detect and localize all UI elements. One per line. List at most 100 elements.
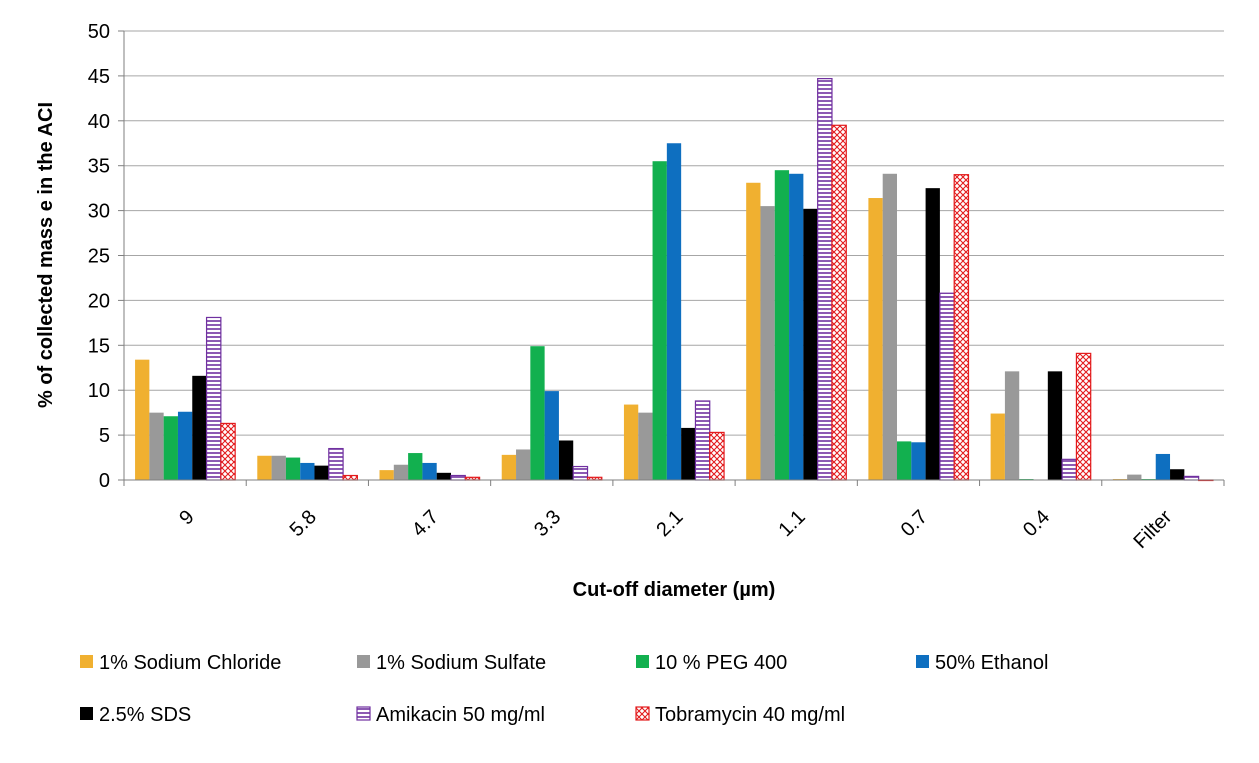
bar — [257, 455, 272, 480]
bar — [1061, 458, 1078, 481]
legend-item: Amikacin 50 mg/ml — [356, 704, 545, 726]
y-tick-label: 35 — [88, 156, 110, 178]
y-tick-label: 0 — [99, 470, 110, 492]
x-tick-label: 3.3 — [530, 506, 565, 541]
bar — [939, 292, 955, 481]
bar — [450, 474, 466, 481]
x-tick-label: 0.7 — [897, 506, 932, 541]
legend-item: 1% Sodium Sulfate — [357, 652, 546, 674]
bar — [652, 161, 667, 480]
legend-swatch — [357, 655, 370, 668]
bar — [911, 442, 926, 480]
bar — [300, 462, 315, 480]
bar — [314, 465, 329, 480]
bar — [1170, 469, 1185, 480]
legend: 1% Sodium Chloride 1% Sodium Sulfate 10 % … — [80, 652, 1048, 726]
bar — [192, 375, 207, 480]
bar — [516, 449, 531, 480]
legend-swatch — [636, 655, 649, 668]
x-tick-label: 2.1 — [652, 506, 687, 541]
x-tick-label: 5.8 — [286, 506, 321, 541]
legend-item: 50% Ethanol — [916, 652, 1048, 674]
bar — [530, 346, 545, 480]
y-tick-label: 20 — [88, 290, 110, 312]
bar — [760, 206, 775, 481]
bar — [746, 182, 761, 480]
bar — [501, 454, 517, 480]
legend-label: Tobramycin 40 mg/ml — [655, 704, 845, 726]
bar — [1047, 371, 1063, 480]
bar — [149, 412, 164, 480]
bar — [882, 173, 897, 481]
legend-label: 50% Ethanol — [935, 652, 1048, 674]
bar — [789, 173, 804, 481]
legend-label: 1% Sodium Sulfate — [376, 652, 546, 674]
bar — [163, 416, 178, 480]
x-tick-labels: 9 5.8 4.7 3.3 2.1 1.1 0.7 0.4 Filter — [175, 506, 1176, 553]
bar — [709, 431, 725, 481]
axes — [118, 30, 1225, 486]
x-axis-title: Cut-off diameter (µm) — [573, 579, 776, 601]
y-tick-label: 45 — [88, 66, 110, 88]
legend-swatch — [80, 655, 93, 668]
legend-item: 2.5% SDS — [80, 704, 191, 726]
legend-label: 1% Sodium Chloride — [99, 652, 281, 674]
bar — [572, 465, 589, 481]
bar — [1075, 352, 1092, 481]
bar — [177, 411, 193, 480]
legend-swatch — [635, 706, 650, 721]
legend-item: Tobramycin 40 mg/ml — [635, 704, 845, 726]
bar — [831, 124, 847, 481]
bar — [135, 359, 150, 480]
legend-label: 2.5% SDS — [99, 704, 191, 726]
bar — [422, 462, 437, 480]
bar — [436, 472, 452, 480]
bar — [1183, 475, 1200, 481]
bar — [328, 447, 344, 481]
x-tick-label: 4.7 — [408, 506, 443, 541]
bar — [408, 453, 423, 480]
x-tick-label: 9 — [175, 506, 198, 529]
y-tick-labels: 0 5 10 15 20 25 30 35 40 45 50 — [88, 21, 110, 492]
bar — [694, 400, 711, 481]
bar — [544, 391, 559, 480]
bar — [990, 413, 1005, 480]
bar — [379, 470, 394, 480]
x-tick-label: 1.1 — [775, 506, 810, 541]
y-tick-label: 10 — [88, 380, 110, 402]
bar — [393, 464, 409, 480]
bar — [817, 77, 833, 481]
bar — [638, 412, 653, 480]
y-axis-title: % of collected mass e in the ACI — [35, 102, 57, 408]
y-tick-label: 40 — [88, 111, 110, 133]
bar — [285, 457, 301, 480]
legend-swatch — [80, 707, 93, 720]
bar — [896, 441, 912, 480]
legend-label: Amikacin 50 mg/ml — [376, 704, 545, 726]
bar — [558, 440, 574, 480]
y-tick-label: 25 — [88, 246, 110, 268]
y-tick-label: 30 — [88, 201, 110, 223]
bar — [868, 198, 883, 480]
legend-swatch — [916, 655, 929, 668]
y-tick-label: 15 — [88, 335, 110, 357]
bar — [774, 170, 790, 480]
bar — [342, 474, 358, 481]
legend-label: 10 % PEG 400 — [655, 652, 787, 674]
x-tick-label: Filter — [1129, 506, 1176, 553]
bar — [953, 174, 970, 481]
bar — [205, 316, 222, 481]
y-tick-label: 5 — [99, 425, 110, 447]
bar — [1004, 371, 1020, 480]
bar — [681, 427, 696, 480]
bar — [1127, 474, 1142, 480]
bars — [135, 77, 1214, 482]
y-tick-label: 50 — [88, 21, 110, 43]
legend-item: 1% Sodium Chloride — [80, 652, 281, 674]
bar — [1155, 453, 1171, 480]
legend-swatch — [356, 706, 371, 721]
x-tick-label: 0.4 — [1019, 506, 1054, 541]
bar — [220, 422, 236, 481]
